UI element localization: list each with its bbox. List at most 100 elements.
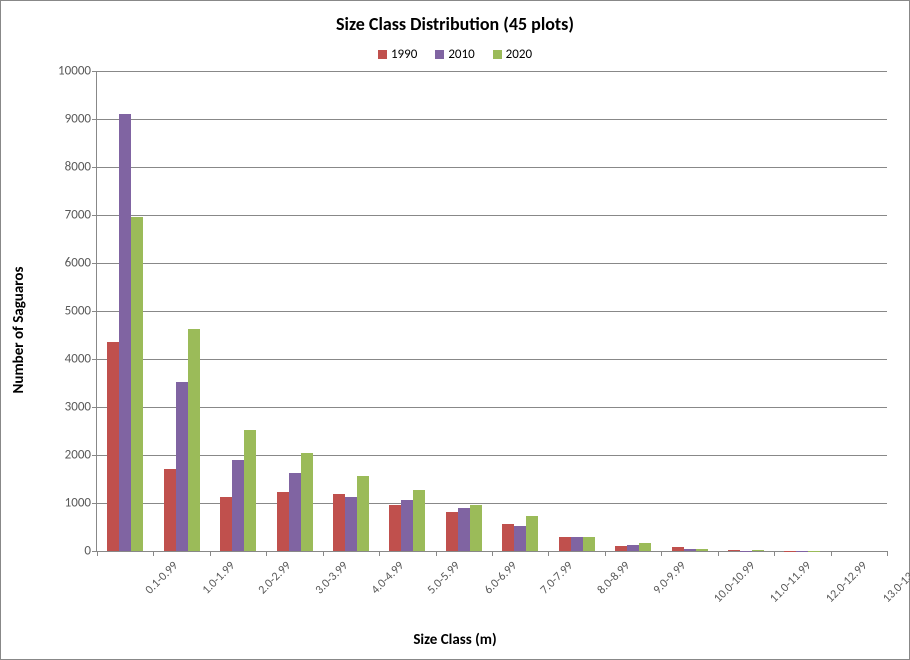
bar (301, 453, 313, 551)
bar (627, 545, 639, 551)
xtick-mark (153, 551, 154, 556)
xtick-label: 8.0-8.99 (594, 559, 632, 597)
ytick-label: 7000 (65, 208, 91, 223)
bar (672, 547, 684, 551)
ytick-label: 4000 (65, 352, 91, 367)
ytick-mark (92, 263, 97, 264)
gridline (97, 263, 887, 264)
xtick-label: 2.0-2.99 (256, 559, 294, 597)
bar (107, 342, 119, 551)
ytick-label: 0 (84, 544, 91, 559)
xtick-mark (831, 551, 832, 556)
xtick-mark (887, 551, 888, 556)
xtick-mark (97, 551, 98, 556)
ytick-label: 9000 (65, 112, 91, 127)
bar (345, 497, 357, 551)
xtick-mark (379, 551, 380, 556)
chart-container: Size Class Distribution (45 plots) 19902… (0, 0, 910, 660)
gridline (97, 71, 887, 72)
xtick-label: 0.1-0.99 (143, 559, 181, 597)
ytick-mark (92, 311, 97, 312)
bar-group (502, 516, 538, 551)
xtick-label: 5.0-5.99 (425, 559, 463, 597)
xtick-mark (323, 551, 324, 556)
xtick-label: 3.0-3.99 (312, 559, 350, 597)
xtick-label: 7.0-7.99 (538, 559, 576, 597)
gridline (97, 503, 887, 504)
gridline (97, 215, 887, 216)
xtick-label: 6.0-6.99 (482, 559, 520, 597)
legend-label: 2020 (506, 47, 532, 62)
xtick-mark (210, 551, 211, 556)
ytick-label: 3000 (65, 400, 91, 415)
bar (389, 505, 401, 551)
xtick-label: 13.0-13.99 (880, 559, 910, 606)
xtick-mark (548, 551, 549, 556)
legend-label: 2010 (448, 47, 474, 62)
bar (458, 508, 470, 551)
bar (176, 382, 188, 551)
legend-item: 2010 (435, 47, 474, 62)
ytick-label: 5000 (65, 304, 91, 319)
ytick-mark (92, 359, 97, 360)
bar (684, 549, 696, 551)
bar (752, 550, 764, 551)
ytick-mark (92, 503, 97, 504)
xtick-label: 9.0-9.99 (651, 559, 689, 597)
gridline (97, 119, 887, 120)
legend-item: 1990 (378, 47, 417, 62)
bar (470, 505, 482, 551)
ytick-mark (92, 71, 97, 72)
ytick-label: 2000 (65, 448, 91, 463)
gridline (97, 359, 887, 360)
xtick-mark (718, 551, 719, 556)
bar-group (107, 114, 143, 551)
bar (696, 549, 708, 551)
y-axis-label: Number of Saguaros (10, 267, 28, 394)
bar (357, 476, 369, 551)
bar-group (559, 537, 595, 551)
bar (514, 526, 526, 551)
bar-group (615, 543, 651, 551)
plot-area: 0100020003000400050006000700080009000100… (96, 71, 887, 552)
ytick-label: 10000 (58, 64, 91, 79)
bar (615, 546, 627, 551)
xtick-mark (661, 551, 662, 556)
gridline (97, 407, 887, 408)
xtick-label: 11.0-11.99 (767, 559, 814, 606)
bar (526, 516, 538, 551)
bar (188, 329, 200, 551)
bar (413, 490, 425, 551)
ytick-mark (92, 455, 97, 456)
legend: 1990 2010 2020 (1, 47, 909, 62)
bar (119, 114, 131, 551)
bar (289, 473, 301, 551)
ytick-label: 6000 (65, 256, 91, 271)
bar (583, 537, 595, 551)
ytick-label: 1000 (65, 496, 91, 511)
xtick-mark (492, 551, 493, 556)
bar-group (333, 476, 369, 551)
xtick-label: 10.0-10.99 (711, 559, 758, 606)
xtick-mark (605, 551, 606, 556)
bar (277, 492, 289, 551)
bar-group (277, 453, 313, 551)
x-axis-label: Size Class (m) (1, 631, 909, 649)
bar (244, 430, 256, 551)
legend-item: 2020 (493, 47, 532, 62)
legend-swatch (378, 50, 387, 59)
bar (728, 550, 740, 551)
bar-group (672, 547, 708, 551)
bar (446, 512, 458, 551)
ytick-mark (92, 215, 97, 216)
xtick-label: 4.0-4.99 (369, 559, 407, 597)
bar-group (389, 490, 425, 551)
bar (502, 524, 514, 551)
bar (559, 537, 571, 551)
xtick-mark (774, 551, 775, 556)
ytick-mark (92, 119, 97, 120)
gridline (97, 167, 887, 168)
bar (220, 497, 232, 551)
xtick-label: 1.0-1.99 (199, 559, 237, 597)
legend-swatch (435, 50, 444, 59)
